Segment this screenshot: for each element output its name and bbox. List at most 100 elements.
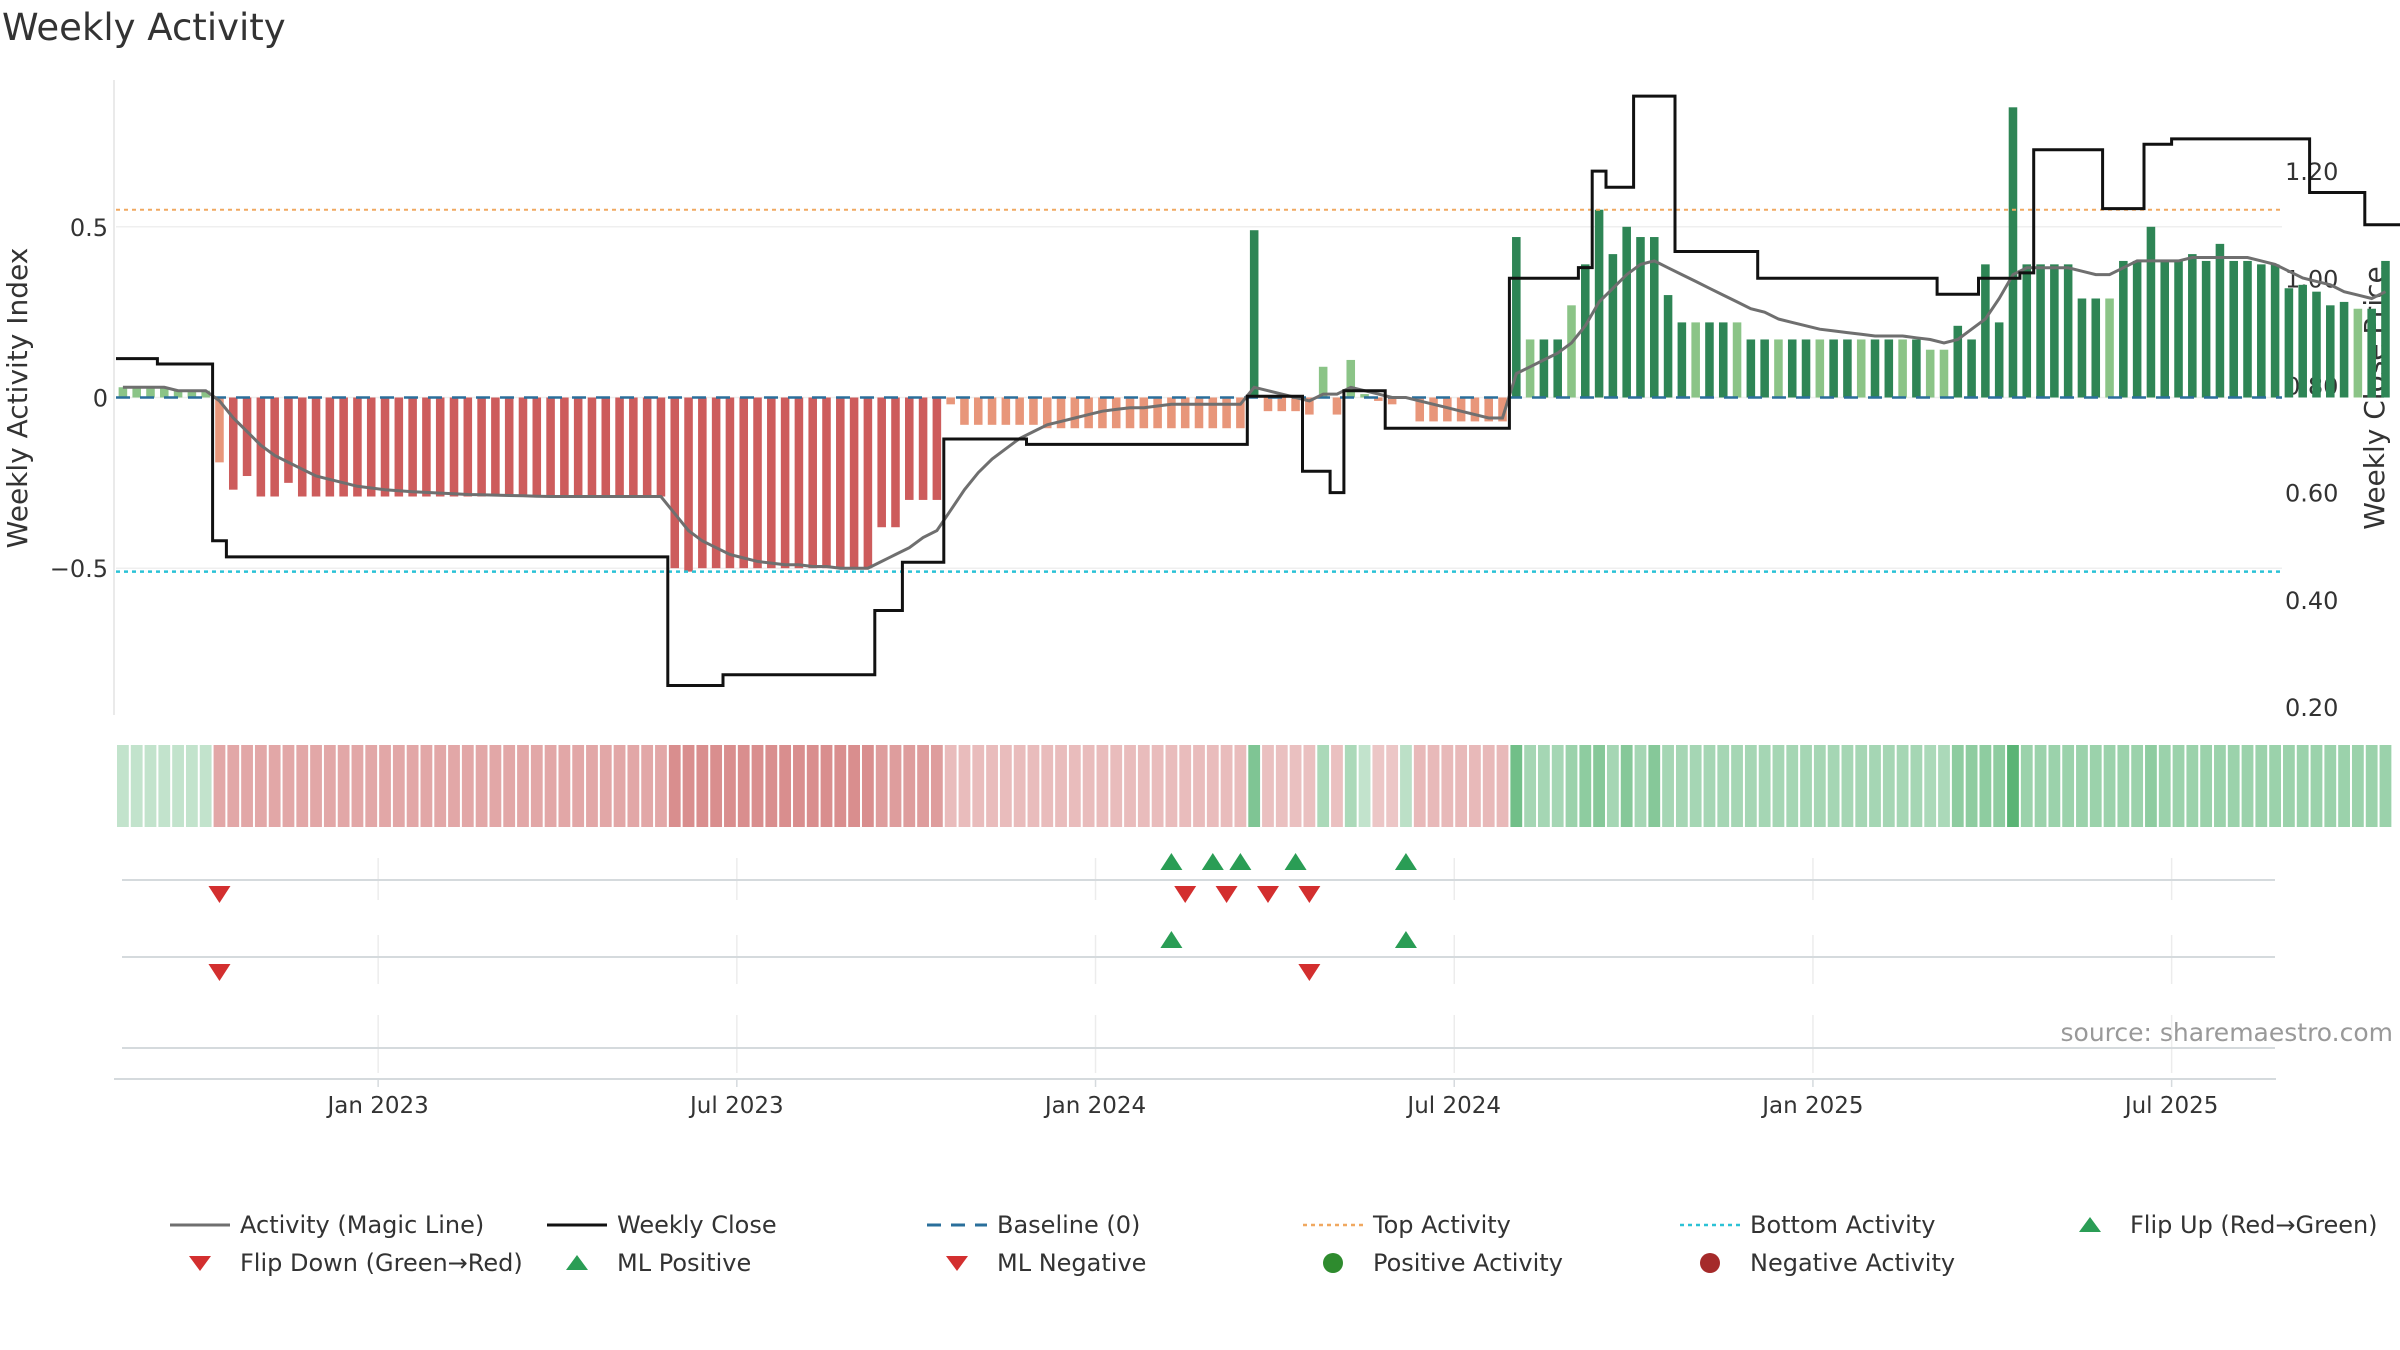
activity-bar — [1429, 397, 1438, 422]
activity-bar — [1567, 305, 1576, 398]
heat-strip-cell — [296, 745, 309, 827]
heat-strip-cell — [1703, 745, 1716, 827]
activity-bar — [670, 397, 680, 569]
heat-strip-cell — [2283, 745, 2295, 827]
legend-label: Negative Activity — [1750, 1249, 1956, 1277]
activity-bar — [973, 397, 983, 425]
heat-strip-cell — [1538, 745, 1550, 827]
heat-strip-cell — [820, 745, 833, 827]
legend-item: Top Activity — [1303, 1211, 1511, 1239]
right-tick-label: 0.60 — [2285, 480, 2338, 508]
heat-strip-cell — [434, 745, 447, 827]
heat-strip-cell — [2186, 745, 2199, 827]
legend-swatch — [1700, 1253, 1720, 1273]
activity-bar — [808, 397, 817, 569]
activity-bar — [1084, 397, 1093, 429]
flip-up-marker — [1160, 853, 1183, 870]
heat-strip-cell — [2076, 745, 2088, 827]
activity-bar — [698, 397, 707, 569]
heat-strip-cell — [1551, 745, 1564, 827]
heat-strip-cell — [1593, 745, 1605, 827]
heat-strip-cell — [337, 745, 350, 827]
heat-strip-cell — [1427, 745, 1440, 827]
activity-bar — [1015, 397, 1024, 425]
activity-bar — [1208, 397, 1218, 429]
heat-strip-cell — [158, 745, 171, 827]
heat-strip-cell — [2034, 745, 2047, 827]
activity-bar — [573, 397, 583, 497]
activity-bar — [2243, 260, 2252, 398]
heat-strip-cell — [1813, 745, 1826, 827]
heat-strip-cell — [2048, 745, 2061, 827]
activity-bar — [146, 387, 155, 398]
heat-strip-cell — [461, 745, 474, 827]
activity-bar — [2188, 254, 2197, 398]
activity-bar — [394, 397, 404, 497]
activity-bar — [1801, 339, 1811, 398]
activity-bar — [1470, 397, 1480, 422]
x-tick-label: Jul 2023 — [688, 1093, 784, 1119]
heat-strip-cell — [227, 745, 240, 827]
heat-strip-cell — [1482, 745, 1495, 827]
heat-strip-cell — [710, 745, 723, 827]
activity-bar — [1994, 322, 2004, 398]
activity-bar — [1167, 397, 1176, 429]
x-tick-label: Jan 2025 — [1760, 1093, 1863, 1119]
heat-strip-cell — [213, 745, 226, 827]
legend-swatch — [189, 1256, 211, 1271]
heat-strip-cell — [1027, 745, 1040, 827]
heat-strip-cell — [1938, 745, 1950, 827]
activity-bar — [918, 397, 928, 500]
heat-strip-cell — [1800, 745, 1812, 827]
heat-strip-cell — [489, 745, 502, 827]
heat-strip-cell — [1248, 745, 1261, 827]
legend-swatch — [547, 1223, 607, 1227]
activity-bar — [1870, 339, 1880, 398]
legend-label: Flip Down (Green→Red) — [240, 1249, 523, 1277]
heat-strip-cell — [1524, 745, 1537, 827]
activity-bar — [2284, 288, 2294, 398]
heat-strip-cell — [2296, 745, 2309, 827]
legend-label: Weekly Close — [617, 1211, 777, 1239]
activity-bar — [173, 390, 183, 398]
activity-bar — [2312, 291, 2321, 398]
activity-bar — [449, 397, 459, 497]
legend-label: ML Negative — [997, 1249, 1147, 1277]
legend-label: Flip Up (Red→Green) — [2130, 1211, 2378, 1239]
heat-strip-cell — [903, 745, 916, 827]
heat-strip-cell — [1579, 745, 1592, 827]
heat-strip-cell — [1193, 745, 1205, 827]
activity-bar — [201, 390, 210, 398]
heat-strip-cell — [1358, 745, 1371, 827]
heat-strip-cell — [351, 745, 364, 827]
x-tick-label: Jul 2025 — [2123, 1093, 2219, 1119]
activity-bar — [1374, 397, 1383, 401]
x-tick-label: Jul 2024 — [1405, 1093, 1501, 1119]
activity-bar — [1691, 322, 1700, 398]
heat-strip-cell — [1331, 745, 1343, 827]
activity-bar — [1581, 264, 1590, 398]
heat-strip-cell — [1979, 745, 1992, 827]
heat-strip-cell — [793, 745, 805, 827]
heat-strip-cell — [1303, 745, 1316, 827]
activity-bar — [1953, 325, 1963, 398]
heat-strip-cell — [2007, 745, 2019, 827]
heat-strip-cell — [1731, 745, 1743, 827]
activity-bar — [297, 397, 307, 497]
heat-strip-cell — [1565, 745, 1578, 827]
activity-bar — [1663, 295, 1673, 398]
legend-item: Baseline (0) — [927, 1211, 1140, 1239]
activity-bar — [1484, 397, 1493, 422]
heat-strip-cell — [889, 745, 902, 827]
activity-bar — [1925, 349, 1935, 398]
activity-bar — [1236, 397, 1245, 429]
legend-item: ML Negative — [927, 1249, 1146, 1277]
activity-bar — [477, 397, 486, 497]
activity-bar — [1415, 397, 1425, 422]
legend-item: Weekly Close — [547, 1211, 777, 1239]
activity-bar — [1525, 339, 1535, 398]
legend-label: Bottom Activity — [1750, 1211, 1936, 1239]
heat-strip-cell — [241, 745, 253, 827]
activity-bar — [518, 397, 528, 497]
